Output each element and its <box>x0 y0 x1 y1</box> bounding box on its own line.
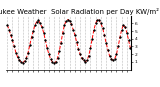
Title: Milwaukee Weather  Solar Radiation per Day KW/m²: Milwaukee Weather Solar Radiation per Da… <box>0 8 159 15</box>
